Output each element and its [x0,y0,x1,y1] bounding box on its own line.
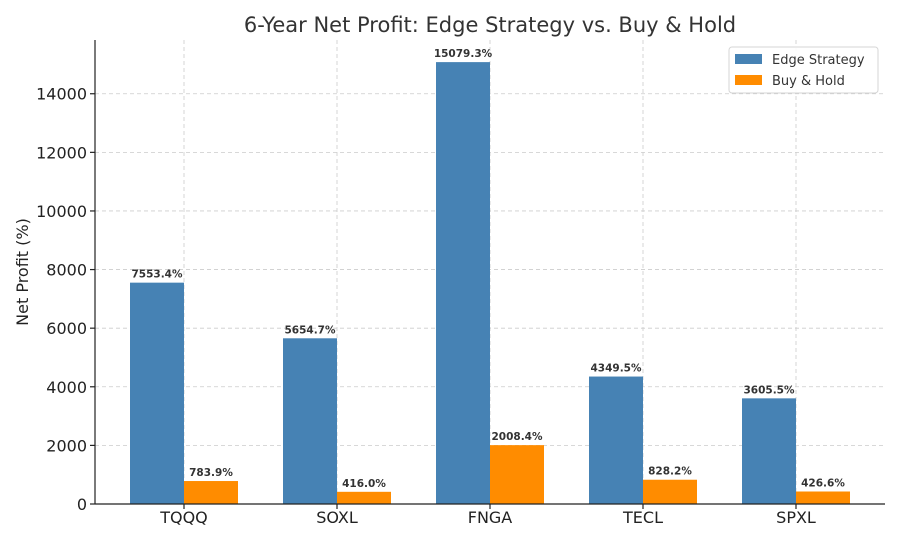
x-tick-label-tqqq: TQQQ [159,508,208,527]
bar-label-edge-tqqq: 7553.4% [131,269,183,281]
x-tick-label-fnga: FNGA [468,508,513,527]
x-tick-label-tecl: TECL [622,508,663,527]
bar-label-buyhold-spxl: 426.6% [801,477,845,489]
y-tick-label-4: 8000 [46,261,87,280]
chart-title: 6-Year Net Profit: Edge Strategy vs. Buy… [244,13,736,37]
y-tick-label-2: 4000 [46,378,87,397]
bar-label-buyhold-tecl: 828.2% [648,466,692,478]
y-tick-label-5: 10000 [36,202,87,221]
bar-buyhold-tecl [643,479,697,504]
bar-buyhold-spxl [796,491,850,504]
bars [130,62,850,504]
legend: Edge Strategy Buy & Hold [728,46,879,94]
bar-label-buyhold-tqqq: 783.9% [189,467,233,479]
bar-buyhold-tqqq [184,481,238,504]
axes: 0 2000 4000 6000 8000 10000 12000 14000 TQQQ SOXL… [36,40,885,527]
legend-swatch-edge [735,54,762,64]
bar-edge-tqqq [130,282,184,504]
y-tick-label-7: 14000 [36,85,87,104]
y-tick-label-0: 0 [77,495,87,514]
bar-value-labels: 7553.4% 5654.7% 15079.3% 4349.5% 3605.5% 783.… [131,48,845,490]
bar-label-edge-fnga: 15079.3% [434,48,493,60]
y-tick-label-6: 12000 [36,143,87,162]
bar-label-buyhold-soxl: 416.0% [342,478,386,490]
legend-label-buyhold: Buy & Hold [772,74,845,89]
bar-label-edge-tecl: 4349.5% [590,363,642,375]
bar-edge-soxl [283,338,337,504]
legend-label-edge: Edge Strategy [772,53,865,68]
bar-edge-tecl [589,376,643,504]
bar-buyhold-fnga [490,445,544,504]
y-tick-label-1: 2000 [46,436,87,455]
bar-label-buyhold-fnga: 2008.4% [491,431,543,443]
bar-label-edge-soxl: 5654.7% [284,324,336,336]
x-tick-label-soxl: SOXL [316,508,358,527]
bar-label-edge-spxl: 3605.5% [743,384,795,396]
y-axis-label: Net Profit (%) [13,218,32,326]
bar-buyhold-soxl [337,491,391,504]
x-tick-label-spxl: SPXL [776,508,816,527]
bar-edge-fnga [436,62,490,504]
bar-edge-spxl [742,398,796,504]
legend-box [728,46,879,94]
y-tick-label-3: 6000 [46,319,87,338]
legend-swatch-buyhold [735,75,762,85]
